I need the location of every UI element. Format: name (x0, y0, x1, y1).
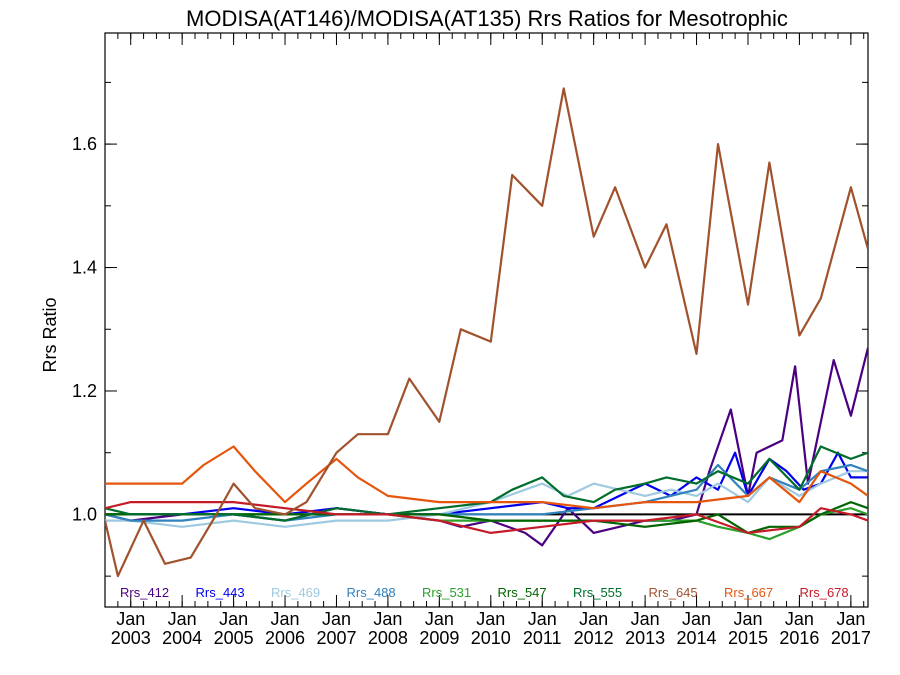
x-tick-year-label: 2017 (831, 628, 871, 648)
legend-entry-rrs-678: Rrs_678 (800, 585, 849, 600)
x-tick-month-label: Jan (528, 609, 557, 629)
legend-entry-rrs-555: Rrs_555 (573, 585, 622, 600)
x-tick-year-label: 2011 (523, 628, 562, 648)
x-tick-month-label: Jan (219, 609, 248, 629)
y-tick-label: 1.0 (72, 504, 97, 524)
y-tick-label: 1.6 (72, 134, 97, 154)
x-tick-year-label: 2004 (162, 628, 202, 648)
y-axis-label: Rrs Ratio (40, 297, 60, 372)
series-line-rrs-531 (105, 507, 868, 541)
plot-area (104, 32, 869, 608)
x-tick-year-label: 2012 (574, 628, 614, 648)
series-line-rrs-555 (105, 445, 868, 522)
x-tick-year-label: 2003 (111, 628, 151, 648)
x-tick-month-label: Jan (116, 609, 145, 629)
x-tick-year-label: 2008 (368, 628, 408, 648)
x-tick-month-label: Jan (168, 609, 197, 629)
x-tick-year-label: 2016 (779, 628, 819, 648)
legend-entry-rrs-469: Rrs_469 (271, 585, 320, 600)
x-tick-year-label: 2006 (265, 628, 305, 648)
y-tick-label: 1.4 (72, 258, 97, 278)
legend-entry-rrs-645: Rrs_645 (649, 585, 698, 600)
x-tick-month-label: Jan (682, 609, 711, 629)
legend-entry-rrs-531: Rrs_531 (422, 585, 471, 600)
x-tick-month-label: Jan (425, 609, 454, 629)
y-ticks: 1.0 1.2 1.4 1.6 (72, 134, 868, 524)
x-tick-year-label: 2014 (677, 628, 717, 648)
y-tick-label: 1.2 (72, 381, 97, 401)
series-line-rrs-667 (105, 445, 868, 510)
legend: Rrs_412 Rrs_443 Rrs_469 Rrs_488 Rrs_531 Rrs_5… (120, 585, 849, 600)
legend-entry-rrs-412: Rrs_412 (120, 585, 169, 600)
x-tick-month-label: Jan (836, 609, 865, 629)
x-tick-month-label: Jan (733, 609, 762, 629)
x-tick-year-label: 2013 (625, 628, 665, 648)
x-tick-month-label: Jan (271, 609, 300, 629)
x-tick-month-label: Jan (631, 609, 660, 629)
chart-title: MODISA(AT146)/MODISA(AT135) Rrs Ratios f… (186, 6, 788, 31)
series-line-rrs-678 (105, 501, 868, 535)
series-lines (105, 87, 868, 578)
series-line-rrs-469 (105, 470, 868, 528)
x-tick-year-label: 2009 (419, 628, 459, 648)
x-tick-year-label: 2010 (471, 628, 511, 648)
x-tick-year-label: 2005 (214, 628, 254, 648)
x-tick-year-label: 2015 (728, 628, 768, 648)
x-tick-year-label: 2007 (316, 628, 356, 648)
x-tick-month-label: Jan (785, 609, 814, 629)
series-line-rrs-443 (105, 451, 868, 516)
x-tick-month-label: Jan (322, 609, 351, 629)
x-tick-month-label: Jan (579, 609, 608, 629)
legend-entry-rrs-488: Rrs_488 (347, 585, 396, 600)
x-tick-month-label: Jan (476, 609, 505, 629)
x-tick-month-label: Jan (373, 609, 402, 629)
legend-entry-rrs-443: Rrs_443 (196, 585, 245, 600)
legend-entry-rrs-547: Rrs_547 (498, 585, 547, 600)
x-ticks: Jan2003Jan2004Jan2005Jan2006Jan2007Jan20… (111, 33, 871, 648)
series-line-rrs-645 (105, 87, 868, 578)
legend-entry-rrs-667: Rrs_667 (724, 585, 773, 600)
